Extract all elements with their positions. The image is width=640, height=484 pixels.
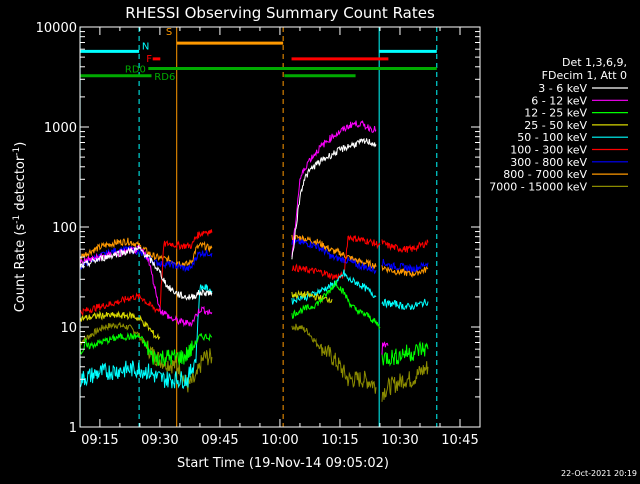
- series-line-25-50keV-0: [79, 310, 161, 341]
- legend-label-3: 25 - 50 keV: [524, 119, 587, 132]
- x-tick-label: 10:00: [261, 433, 298, 448]
- y-tick-label: 1000: [44, 121, 77, 136]
- legend-label-0: 3 - 6 keV: [538, 82, 587, 95]
- legend-label-7: 800 - 7000 keV: [503, 168, 587, 181]
- y-tick-label: 1: [69, 421, 77, 436]
- legend-header-1: FDecim 1, Att 0: [542, 69, 627, 82]
- y-tick-label: 10000: [36, 21, 77, 36]
- series-line-6-12keV-1: [291, 120, 377, 258]
- x-tick-label: 10:30: [381, 433, 418, 448]
- x-axis-ticks: 09:15 09:30 09:45 10:00 10:15 10:30 10:45: [81, 27, 481, 448]
- x-tick-label: 09:15: [81, 433, 118, 448]
- series-line-800-7000keV-0: [79, 237, 213, 268]
- y-axis-label: Count Rate (s-1 detector-1): [12, 142, 28, 313]
- series-line-50-100keV-2: [381, 298, 429, 311]
- x-tick-label: 10:15: [321, 433, 358, 448]
- x-tick-label: 09:45: [201, 433, 238, 448]
- legend-label-1: 6 - 12 keV: [531, 94, 587, 107]
- series-line-3-6keV-0: [79, 244, 213, 301]
- chart-title: RHESSI Observing Summary Count Rates: [125, 4, 435, 22]
- series-line-25-50keV-1: [291, 289, 333, 304]
- legend-header-0: Det 1,3,6,9,: [562, 56, 627, 69]
- series-line-7000-15000keV-2: [381, 361, 429, 402]
- legend-label-2: 12 - 25 keV: [524, 107, 587, 120]
- series-line-6-12keV-2: [381, 341, 389, 355]
- status-label-rd6: RD6: [154, 72, 175, 83]
- series-line-12-25keV-1: [291, 279, 381, 331]
- legend-label-6: 300 - 800 keV: [510, 156, 587, 169]
- status-label-s: S: [166, 27, 172, 38]
- y-tick-label: 10: [60, 321, 77, 336]
- series-line-12-25keV-0: [79, 332, 213, 366]
- legend-label-5: 100 - 300 keV: [510, 144, 587, 157]
- series-line-100-300keV-0: [79, 229, 213, 317]
- generated-timestamp: 22-Oct-2021 20:19: [561, 469, 637, 478]
- status-label-rd0: RD0: [125, 64, 146, 75]
- series-line-300-800keV-2: [381, 258, 429, 273]
- series-line-50-100keV-0: [79, 283, 213, 390]
- series-line-12-25keV-2: [381, 340, 429, 367]
- y-axis-ticks: 1 10 100 1000 10000: [36, 21, 480, 436]
- legend-label-8: 7000 - 15000 keV: [489, 180, 587, 193]
- x-tick-label: 10:45: [441, 433, 478, 448]
- y-tick-label: 100: [52, 221, 77, 236]
- series-line-100-300keV-2: [381, 239, 429, 253]
- series-line-800-7000keV-2: [381, 264, 429, 278]
- legend-label-4: 50 - 100 keV: [517, 131, 587, 144]
- series-line-100-300keV-1: [291, 234, 381, 281]
- series-line-3-6keV-1: [291, 138, 377, 260]
- series-line-7000-15000keV-1: [291, 323, 377, 394]
- status-label-f: F: [146, 54, 152, 65]
- series-line-300-800keV-1: [291, 237, 377, 275]
- series-lines: [79, 120, 429, 402]
- x-axis-label: Start Time (19-Nov-14 09:05:02): [177, 456, 389, 471]
- status-label-n: N: [142, 41, 149, 52]
- x-tick-label: 09:30: [141, 433, 178, 448]
